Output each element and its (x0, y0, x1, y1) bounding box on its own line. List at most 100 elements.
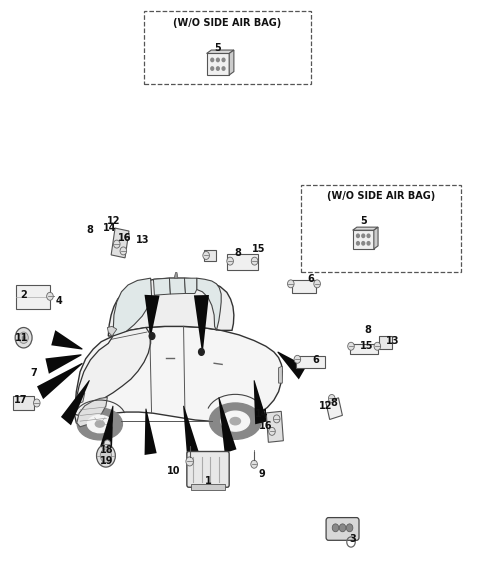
Text: (W/O SIDE AIR BAG): (W/O SIDE AIR BAG) (327, 191, 435, 201)
Text: 15: 15 (360, 341, 373, 351)
Polygon shape (74, 327, 282, 427)
Circle shape (113, 240, 120, 248)
Bar (16, 285, 50, 309)
Circle shape (348, 342, 354, 350)
Ellipse shape (96, 421, 104, 427)
FancyBboxPatch shape (187, 452, 229, 488)
Bar (191, 484, 225, 489)
Ellipse shape (77, 408, 122, 440)
Circle shape (203, 251, 209, 259)
Polygon shape (229, 50, 234, 75)
Polygon shape (174, 273, 178, 278)
FancyBboxPatch shape (326, 518, 359, 540)
Circle shape (216, 58, 219, 61)
Circle shape (357, 234, 360, 237)
Circle shape (222, 67, 225, 70)
Polygon shape (61, 380, 90, 426)
Circle shape (216, 67, 219, 70)
Circle shape (362, 234, 365, 237)
Circle shape (367, 234, 370, 237)
Ellipse shape (221, 411, 250, 431)
Polygon shape (277, 351, 306, 379)
Text: 13: 13 (386, 336, 399, 346)
Ellipse shape (87, 415, 112, 433)
Circle shape (367, 241, 370, 245)
Text: 14: 14 (255, 409, 268, 419)
Polygon shape (169, 278, 185, 294)
Text: 3: 3 (349, 534, 356, 544)
Bar (292, 280, 316, 293)
Text: 14: 14 (103, 223, 117, 233)
Circle shape (96, 445, 115, 467)
Circle shape (186, 457, 193, 466)
Text: 5: 5 (360, 217, 367, 226)
Polygon shape (374, 227, 378, 249)
Bar (379, 336, 393, 349)
Circle shape (15, 328, 32, 348)
Circle shape (211, 67, 214, 70)
Text: 8: 8 (234, 248, 241, 258)
Text: 6: 6 (307, 274, 314, 284)
Text: 6: 6 (312, 356, 319, 365)
Circle shape (328, 394, 335, 402)
Circle shape (34, 399, 40, 407)
Text: 8: 8 (331, 398, 337, 408)
Text: 18: 18 (100, 445, 113, 455)
Text: 8: 8 (365, 325, 372, 335)
Circle shape (120, 247, 127, 255)
Circle shape (357, 241, 360, 245)
Circle shape (22, 335, 25, 340)
Text: 16: 16 (118, 233, 132, 243)
Polygon shape (184, 278, 197, 294)
Polygon shape (37, 363, 83, 399)
Circle shape (252, 257, 258, 265)
Text: 7: 7 (30, 368, 37, 379)
Polygon shape (253, 380, 267, 424)
Polygon shape (113, 278, 152, 336)
Polygon shape (144, 409, 156, 455)
Circle shape (149, 332, 155, 339)
Text: 1: 1 (204, 476, 211, 486)
Bar (111, 228, 129, 258)
Bar (297, 357, 324, 368)
Circle shape (362, 241, 365, 245)
Circle shape (19, 332, 28, 343)
Circle shape (288, 280, 294, 288)
Text: 10: 10 (167, 466, 180, 476)
Ellipse shape (209, 403, 261, 439)
Polygon shape (108, 327, 117, 336)
Bar (204, 250, 216, 261)
Polygon shape (353, 227, 378, 230)
Text: 8: 8 (86, 225, 93, 235)
Circle shape (100, 449, 111, 463)
Polygon shape (77, 393, 85, 404)
Polygon shape (194, 295, 209, 352)
Bar (227, 254, 258, 270)
Circle shape (211, 58, 214, 61)
Text: 12: 12 (108, 217, 121, 226)
Circle shape (274, 415, 280, 423)
Circle shape (346, 524, 353, 532)
Polygon shape (77, 397, 108, 427)
Circle shape (294, 356, 300, 363)
Bar (350, 344, 378, 354)
Text: 17: 17 (14, 395, 28, 405)
Polygon shape (183, 406, 199, 456)
Polygon shape (46, 354, 82, 374)
Polygon shape (218, 397, 237, 453)
Polygon shape (154, 278, 170, 295)
Polygon shape (206, 50, 234, 53)
Polygon shape (100, 406, 113, 450)
Polygon shape (108, 278, 234, 336)
Polygon shape (51, 330, 83, 350)
Polygon shape (278, 366, 282, 383)
Circle shape (104, 440, 110, 448)
Circle shape (227, 257, 233, 265)
Text: 16: 16 (259, 421, 272, 431)
Circle shape (374, 342, 381, 350)
Text: (W/O SIDE AIR BAG): (W/O SIDE AIR BAG) (173, 19, 281, 28)
Text: 13: 13 (136, 234, 150, 244)
Text: 12: 12 (319, 401, 333, 411)
Text: 15: 15 (252, 244, 265, 254)
Bar (266, 411, 283, 442)
